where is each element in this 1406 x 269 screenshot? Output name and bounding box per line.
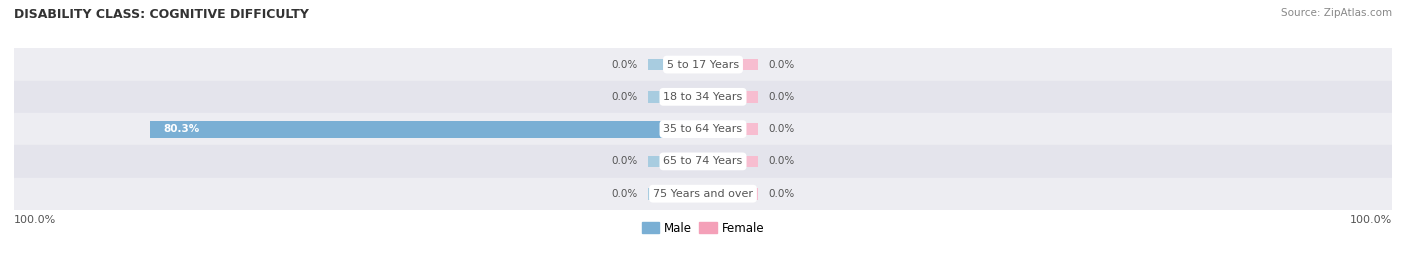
Text: 0.0%: 0.0% (612, 92, 637, 102)
Legend: Male, Female: Male, Female (637, 217, 769, 239)
Text: Source: ZipAtlas.com: Source: ZipAtlas.com (1281, 8, 1392, 18)
Text: DISABILITY CLASS: COGNITIVE DIFFICULTY: DISABILITY CLASS: COGNITIVE DIFFICULTY (14, 8, 309, 21)
Bar (703, 59, 758, 70)
Text: 75 Years and over: 75 Years and over (652, 189, 754, 199)
Text: 18 to 34 Years: 18 to 34 Years (664, 92, 742, 102)
Text: 65 to 74 Years: 65 to 74 Years (664, 156, 742, 167)
Bar (703, 155, 758, 167)
Bar (14, 178, 1392, 210)
Text: 0.0%: 0.0% (769, 92, 794, 102)
Bar (648, 155, 703, 167)
Bar (14, 113, 1392, 145)
Bar (150, 121, 703, 137)
Text: 0.0%: 0.0% (612, 189, 637, 199)
Text: 0.0%: 0.0% (769, 189, 794, 199)
Bar (648, 91, 703, 103)
Bar (14, 81, 1392, 113)
Text: 0.0%: 0.0% (612, 156, 637, 167)
Text: 35 to 64 Years: 35 to 64 Years (664, 124, 742, 134)
Text: 5 to 17 Years: 5 to 17 Years (666, 59, 740, 70)
Bar (14, 48, 1392, 81)
Bar (703, 123, 758, 135)
Text: 0.0%: 0.0% (769, 124, 794, 134)
Bar (648, 59, 703, 70)
Text: 0.0%: 0.0% (769, 59, 794, 70)
Text: 100.0%: 100.0% (1350, 215, 1392, 225)
Bar (703, 91, 758, 103)
Text: 100.0%: 100.0% (14, 215, 56, 225)
Bar (703, 188, 758, 200)
Bar (648, 188, 703, 200)
Bar (14, 145, 1392, 178)
Text: 80.3%: 80.3% (163, 124, 200, 134)
Text: 0.0%: 0.0% (612, 59, 637, 70)
Text: 0.0%: 0.0% (769, 156, 794, 167)
